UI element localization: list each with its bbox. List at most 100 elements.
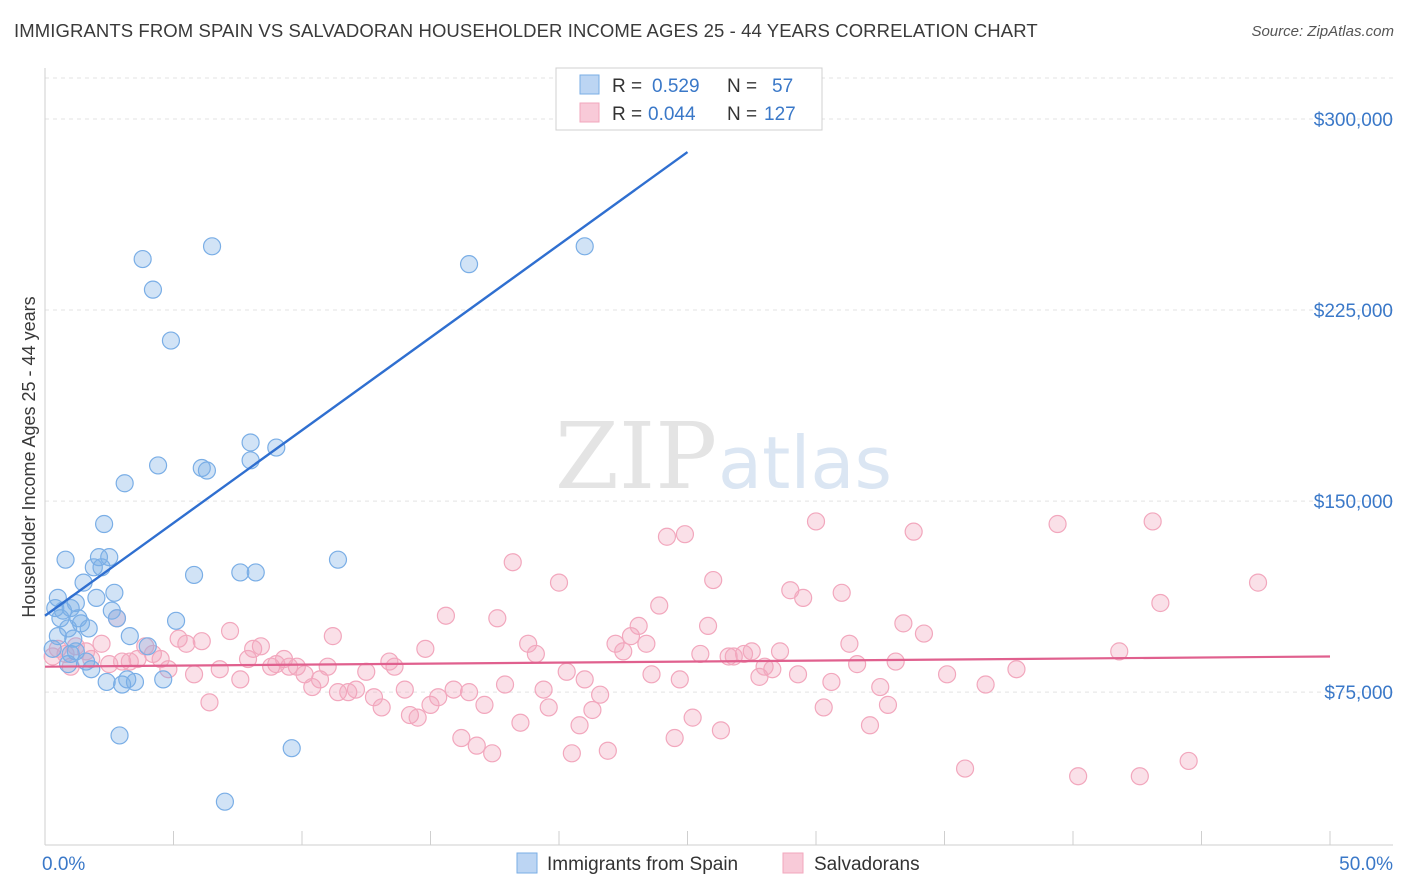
- salvadoran-point-55: [459, 683, 479, 702]
- top-legend: R = 0.529 N = 57 R = 0.044 N = 127: [555, 67, 823, 131]
- salvadoran-point-107: [848, 655, 867, 674]
- salvadoran-point-27: [251, 637, 270, 656]
- spain-point-43: [231, 563, 250, 582]
- salvadoran-point-94: [742, 642, 761, 661]
- salvadoran-point-22: [210, 660, 229, 679]
- salvadoran-point-18: [177, 634, 196, 653]
- salvadoran-point-82: [657, 527, 677, 546]
- salvadoran-point-43: [372, 698, 391, 717]
- salvadoran-point-124: [1151, 593, 1170, 613]
- salvadoran-point-101: [794, 588, 813, 607]
- salvadoran-point-84: [670, 670, 689, 689]
- salvadoran-point-116: [955, 759, 975, 778]
- spain-point-15: [82, 660, 101, 679]
- spain-point-32: [143, 280, 163, 299]
- salvadoran-point-38: [328, 683, 348, 702]
- salvadoran-point-44: [380, 652, 399, 671]
- spain-point-48: [282, 739, 301, 758]
- salvadoran-point-121: [1110, 642, 1129, 661]
- spain-point-23: [105, 583, 124, 602]
- salvadoran-point-40: [346, 680, 366, 699]
- spain-point-17: [87, 588, 106, 607]
- salvadoran-point-76: [614, 642, 633, 661]
- trend-lines: [44, 151, 1331, 668]
- salvadoran-point-68: [557, 662, 576, 681]
- salvadoran-point-102: [806, 512, 826, 531]
- spain-point-37: [133, 249, 152, 269]
- salvadoran-point-79: [637, 634, 656, 653]
- salvadoran-point-66: [539, 698, 558, 717]
- salvadoran-point-65: [534, 680, 553, 699]
- salvadoran-point-45: [385, 657, 404, 676]
- chart-source: Source: ZipAtlas.com: [1251, 23, 1394, 40]
- legend-salvadoran-r: 0.044: [648, 104, 696, 125]
- watermark-zip: ZIP: [555, 403, 717, 510]
- salvadoran-point-87: [691, 644, 710, 664]
- spain-point-21: [97, 672, 116, 692]
- legend-salvadoran-n: 127: [764, 104, 796, 125]
- salvadoran-point-32: [287, 657, 306, 676]
- bottom-legend-spain: Immigrants from Spain: [547, 854, 738, 875]
- bottom-legend-salvadoran: Salvadorans: [814, 854, 920, 875]
- spain-point-56: [102, 601, 121, 620]
- salvadoran-point-80: [642, 665, 661, 684]
- salvadoran-point-108: [860, 716, 880, 735]
- y-tick-label-0: $75,000: [1324, 683, 1393, 704]
- salvadoran-point-69: [562, 744, 581, 763]
- spain-point-45: [241, 433, 260, 452]
- salvadoran-point-86: [683, 708, 702, 727]
- spain-point-40: [197, 461, 217, 480]
- salvadoran-point-78: [629, 616, 648, 636]
- salvadoran-point-70: [570, 716, 589, 735]
- salvadoran-point-118: [1007, 660, 1026, 679]
- spain-point-38: [184, 565, 204, 585]
- spain-point-41: [202, 237, 222, 256]
- grid-lines: [45, 77, 1393, 693]
- salvadoran-point-75: [606, 634, 625, 653]
- salvadoran-point-53: [444, 680, 463, 699]
- salvadoran-point-105: [832, 583, 851, 602]
- salvadoran-point-126: [1248, 573, 1268, 592]
- salvadoran-point-122: [1130, 767, 1149, 786]
- salvadoran-point-31: [280, 657, 299, 676]
- series-salvadorans-points: [43, 512, 1268, 786]
- salvadoran-point-56: [467, 736, 486, 755]
- salvadoran-point-114: [914, 624, 934, 643]
- y-tick-label-3: $300,000: [1314, 110, 1393, 131]
- salvadoran-point-25: [238, 649, 258, 669]
- salvadoran-point-81: [650, 596, 669, 615]
- y-tick-label-2: $225,000: [1314, 301, 1393, 322]
- spain-point-34: [154, 670, 173, 689]
- spain-point-39: [192, 458, 211, 478]
- salvadoran-point-21: [200, 693, 219, 712]
- salvadoran-point-24: [231, 670, 250, 689]
- salvadoran-point-73: [591, 685, 610, 704]
- salvadoran-point-98: [770, 642, 790, 661]
- salvadoran-point-104: [822, 672, 841, 692]
- salvadoran-point-6: [82, 649, 101, 669]
- salvadoran-point-23: [220, 621, 240, 641]
- salvadoran-point-34: [303, 677, 322, 697]
- salvadoran-point-89: [704, 570, 723, 590]
- salvadoran-point-111: [886, 652, 905, 671]
- spain-point-50: [59, 655, 78, 674]
- salvadoran-point-112: [894, 614, 913, 633]
- bottom-legend-salvadoran-swatch: [782, 852, 804, 874]
- salvadoran-point-113: [904, 522, 923, 541]
- series-spain-points: [43, 237, 594, 811]
- trend-line-salvadorans: [44, 655, 1331, 668]
- spain-point-26: [115, 474, 134, 493]
- salvadoran-point-100: [788, 665, 808, 684]
- salvadoran-point-64: [526, 644, 545, 664]
- salvadoran-point-52: [436, 606, 456, 625]
- axes: [44, 68, 1393, 846]
- spain-point-16: [84, 558, 103, 577]
- y-tick-label-1: $150,000: [1314, 492, 1393, 513]
- salvadoran-point-19: [184, 665, 204, 684]
- salvadoran-point-71: [575, 670, 594, 689]
- legend-spain-swatch: [579, 74, 600, 95]
- y-axis-label: Householder Income Ages 25 - 44 years: [19, 296, 39, 617]
- salvadoran-point-41: [357, 662, 376, 681]
- salvadoran-point-115: [937, 665, 957, 684]
